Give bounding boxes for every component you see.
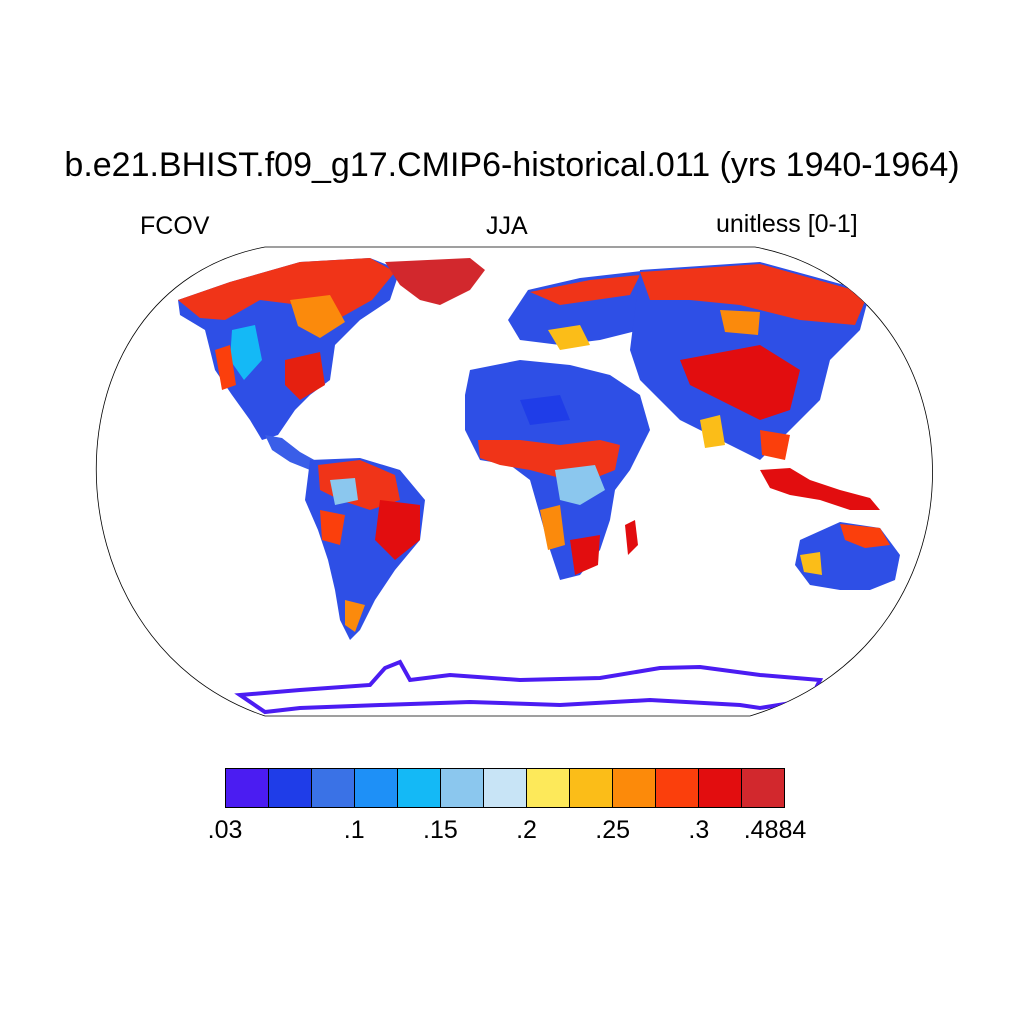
central-america [265, 435, 318, 470]
colorbar [225, 768, 785, 808]
colorbar-box-10 [656, 769, 699, 807]
season-label: JJA [486, 212, 528, 240]
colorbar-box-12 [742, 769, 784, 807]
colorbar-box-4 [398, 769, 441, 807]
colorbar-box-0 [226, 769, 269, 807]
units-label: unitless [0-1] [716, 210, 858, 238]
colorbar-label: .3 [688, 816, 710, 844]
colorbar-box-8 [570, 769, 613, 807]
new-zealand [905, 590, 933, 612]
southeast-asia-islands [760, 468, 880, 510]
colorbar-box-9 [613, 769, 656, 807]
variable-label: FCOV [140, 212, 210, 240]
colorbar-box-6 [484, 769, 527, 807]
colorbar-box-7 [527, 769, 570, 807]
greenland [385, 258, 485, 305]
colorbar-box-5 [441, 769, 484, 807]
colorbar-box-3 [355, 769, 398, 807]
colorbar-box-1 [269, 769, 312, 807]
colorbar-label: .25 [595, 816, 631, 844]
colorbar-box-11 [699, 769, 742, 807]
antarctica-coast [234, 659, 824, 715]
colorbar-label: .4884 [743, 816, 807, 844]
colorbar-label: .2 [516, 816, 537, 844]
madagascar [625, 520, 638, 555]
colorbar-box-2 [312, 769, 355, 807]
colorbar-label: .03 [207, 816, 243, 844]
colorbar-label: .1 [343, 816, 365, 844]
map-title: b.e21.BHIST.f09_g17.CMIP6-historical.011… [64, 146, 960, 184]
colorbar-label: .15 [422, 816, 458, 844]
